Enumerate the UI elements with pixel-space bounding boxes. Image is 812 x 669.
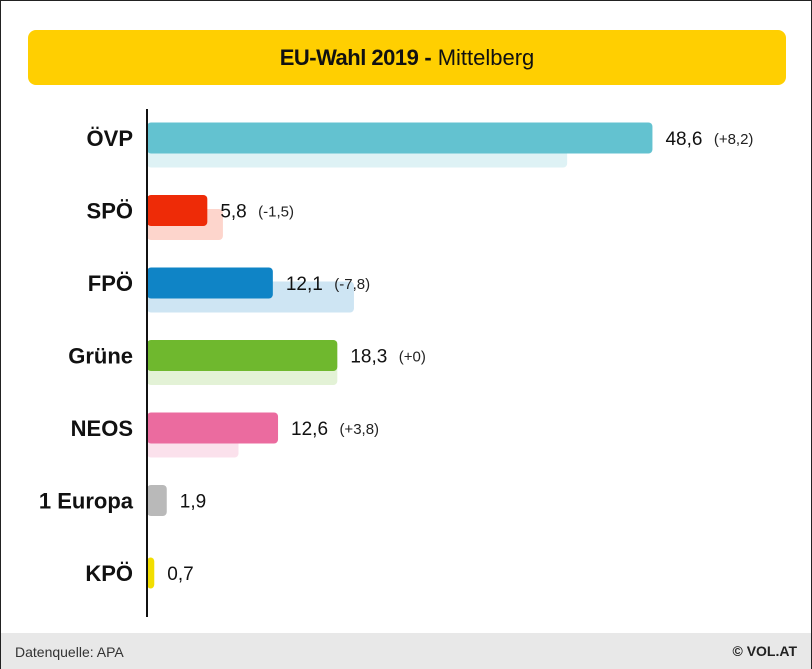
- chart-subtitle: Mittelberg: [437, 44, 535, 70]
- bar-6: [147, 557, 155, 589]
- credit-logo: © VOL.AT: [732, 643, 798, 659]
- bar-3: [147, 340, 338, 371]
- category-label-2: FPÖ: [88, 271, 133, 296]
- change-label-1: (-1,5): [258, 204, 294, 221]
- change-label-4: (+3,8): [339, 421, 379, 438]
- value-label-1: 5,8: [220, 202, 246, 223]
- value-label-3: 18,3: [350, 347, 387, 368]
- value-label-6: 0,7: [167, 564, 193, 585]
- value-label-0: 48,6: [665, 129, 702, 150]
- category-label-5: 1 Europa: [39, 489, 134, 514]
- category-label-1: SPÖ: [87, 199, 133, 224]
- chart-title: EU-Wahl 2019: [279, 44, 419, 70]
- bar-1: [147, 195, 208, 226]
- category-label-0: ÖVP: [87, 126, 133, 151]
- category-label-6: KPÖ: [85, 561, 133, 586]
- title-bar: EU-Wahl 2019 - Mittelberg: [28, 30, 786, 85]
- value-label-5: 1,9: [180, 492, 206, 513]
- footer: Datenquelle: APA © VOL.AT: [1, 633, 811, 669]
- bar-0: [147, 122, 653, 154]
- change-label-3: (+0): [399, 349, 426, 366]
- value-label-2: 12,1: [286, 274, 323, 295]
- bar-4: [147, 412, 279, 444]
- change-label-0: (+8,2): [714, 131, 754, 148]
- change-label-2: (-7,8): [334, 276, 370, 293]
- value-label-4: 12,6: [291, 419, 328, 440]
- data-source: Datenquelle: APA: [15, 644, 124, 660]
- bar-5: [147, 485, 167, 516]
- category-label-3: Grüne: [68, 344, 133, 369]
- category-label-4: NEOS: [71, 416, 133, 441]
- bar-2: [147, 267, 273, 299]
- bar-chart: ÖVP 48,6 (+8,2) SPÖ 5,8 (-1,5) FPÖ 12,1 (-7,8) Gr…: [39, 109, 754, 617]
- title-separator: -: [424, 44, 432, 70]
